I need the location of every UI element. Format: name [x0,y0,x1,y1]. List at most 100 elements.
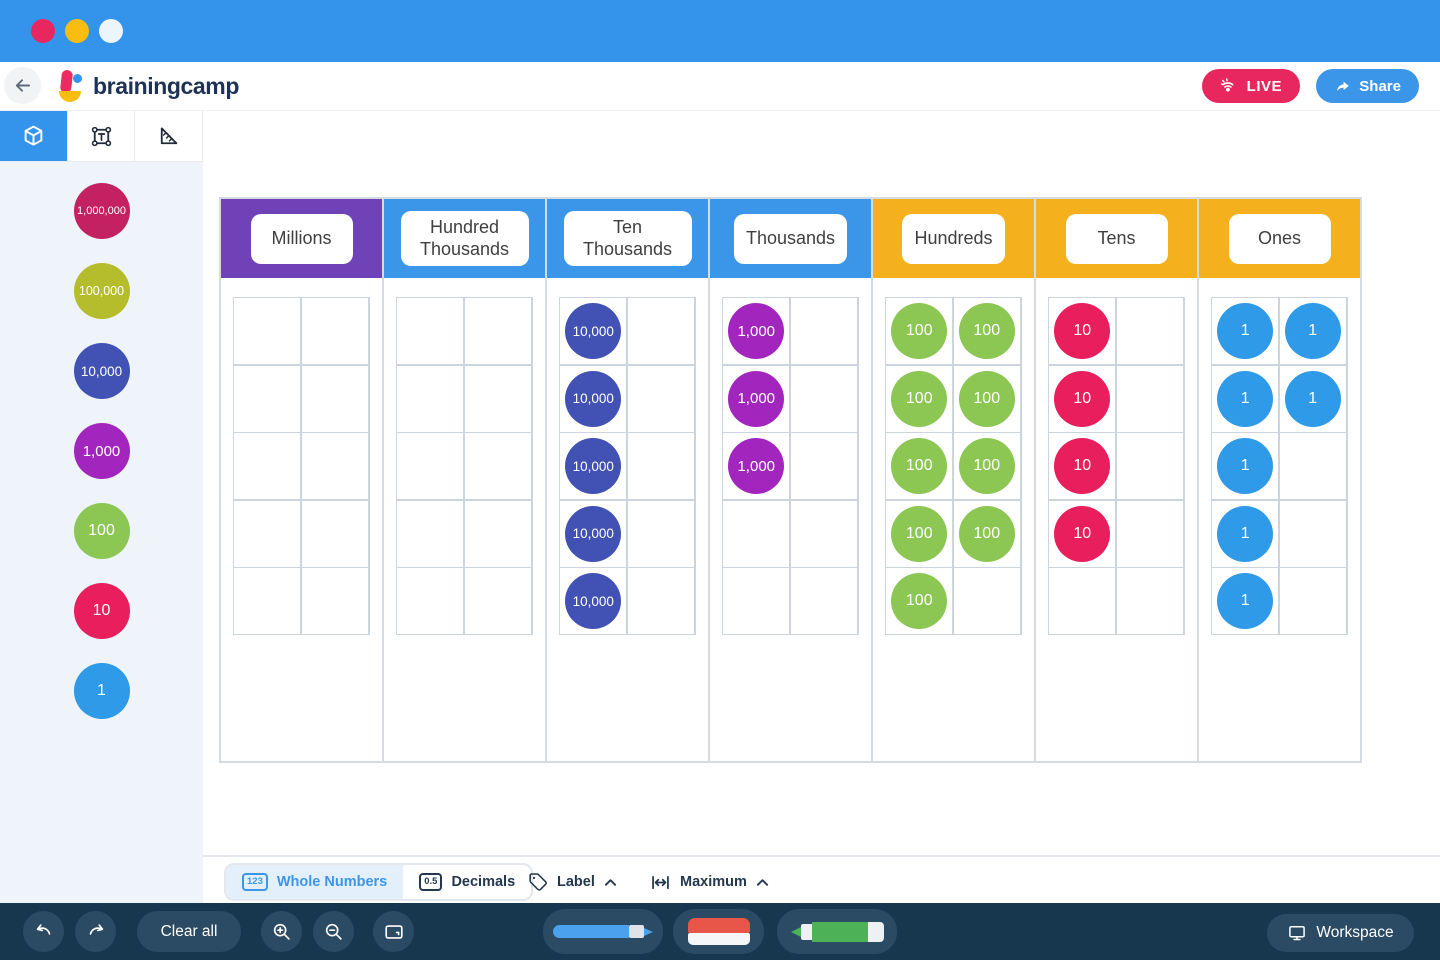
palette-disc-100[interactable]: 100 [73,503,130,559]
workspace-button[interactable]: Workspace [1267,914,1414,952]
place-value-cell[interactable] [1049,568,1116,634]
place-value-cell[interactable] [1116,568,1183,634]
disc-100[interactable]: 100 [958,370,1015,427]
place-value-cell[interactable]: 1 [1279,365,1346,432]
tab-text-tool[interactable] [67,111,136,161]
place-value-cell[interactable]: 10 [1049,433,1116,499]
traffic-light-close[interactable] [31,19,55,43]
disc-1000[interactable]: 1,000 [728,370,785,427]
place-value-cell[interactable]: 10,000 [560,298,627,364]
place-value-cell[interactable]: 10 [1049,500,1116,567]
palette-disc-10[interactable]: 10 [73,583,130,639]
place-value-cell[interactable] [1116,433,1183,499]
place-value-cell[interactable]: 100 [886,568,953,634]
place-value-cell[interactable]: 1,000 [723,298,790,364]
disc-1000[interactable]: 1,000 [728,303,785,359]
place-value-cell[interactable] [234,568,301,634]
place-value-cell[interactable] [397,298,464,364]
disc-1[interactable]: 1 [1284,370,1341,427]
place-value-cell[interactable] [397,500,464,567]
place-value-cell[interactable] [464,568,531,634]
place-value-cell[interactable]: 1 [1279,298,1346,364]
place-value-cell[interactable]: 1 [1212,365,1279,432]
disc-10[interactable]: 10 [1054,370,1111,427]
tab-discs-tool[interactable] [0,111,68,161]
place-value-cell[interactable] [627,568,694,634]
place-value-cell[interactable] [464,365,531,432]
disc-100[interactable]: 100 [958,303,1015,359]
disc-100[interactable]: 100 [891,438,948,494]
place-value-cell[interactable] [301,433,368,499]
redo-button[interactable] [75,911,116,952]
place-value-cell[interactable] [234,433,301,499]
disc-10[interactable]: 10 [1054,438,1111,494]
place-value-cell[interactable] [1279,568,1346,634]
label-dropdown[interactable]: Label [528,863,617,901]
place-value-cell[interactable]: 10,000 [560,365,627,432]
place-value-cell[interactable] [790,568,857,634]
live-button[interactable]: LIVE [1201,69,1300,103]
place-value-cell[interactable]: 10,000 [560,568,627,634]
disc-10000[interactable]: 10,000 [565,573,622,629]
place-value-cell[interactable]: 1 [1212,298,1279,364]
place-value-cell[interactable] [397,365,464,432]
tab-ruler-tool[interactable] [135,111,204,161]
place-value-cell[interactable] [790,365,857,432]
green-marker-tool[interactable] [777,909,897,954]
place-value-cell[interactable] [1116,365,1183,432]
place-value-cell[interactable] [627,433,694,499]
place-value-cell[interactable] [234,298,301,364]
disc-1[interactable]: 1 [1217,505,1274,562]
place-value-cell[interactable] [301,568,368,634]
place-value-cell[interactable] [1116,298,1183,364]
place-value-cell[interactable] [627,365,694,432]
place-value-cell[interactable]: 10,000 [560,500,627,567]
place-value-cell[interactable]: 10,000 [560,433,627,499]
zoom-in-button[interactable] [261,911,302,952]
palette-disc-100000[interactable]: 100,000 [73,263,130,319]
palette-disc-1000000[interactable]: 1,000,000 [73,183,130,239]
disc-100[interactable]: 100 [958,505,1015,562]
place-value-cell[interactable] [234,500,301,567]
place-value-cell[interactable] [464,433,531,499]
place-value-cell[interactable] [790,433,857,499]
place-value-cell[interactable]: 10 [1049,298,1116,364]
disc-10000[interactable]: 10,000 [565,303,622,359]
place-value-cell[interactable] [790,500,857,567]
place-value-cell[interactable]: 100 [886,365,953,432]
disc-1[interactable]: 1 [1217,303,1274,359]
eraser-tool[interactable] [673,909,764,954]
place-value-cell[interactable]: 1 [1212,500,1279,567]
place-value-cell[interactable]: 10 [1049,365,1116,432]
disc-10[interactable]: 10 [1054,505,1111,562]
back-button[interactable] [4,67,41,104]
place-value-cell[interactable] [790,298,857,364]
place-value-cell[interactable] [1279,500,1346,567]
place-value-cell[interactable] [723,568,790,634]
traffic-light-maximize[interactable] [99,19,123,43]
place-value-cell[interactable] [953,568,1020,634]
place-value-cell[interactable] [723,500,790,567]
maximum-dropdown[interactable]: Maximum [650,863,769,901]
disc-10000[interactable]: 10,000 [565,370,622,427]
fit-screen-button[interactable] [373,911,414,952]
disc-10000[interactable]: 10,000 [565,438,622,494]
place-value-cell[interactable] [301,365,368,432]
place-value-cell[interactable]: 1,000 [723,365,790,432]
disc-100[interactable]: 100 [891,303,948,359]
place-value-cell[interactable]: 100 [953,500,1020,567]
undo-button[interactable] [23,911,64,952]
place-value-cell[interactable] [301,500,368,567]
disc-100[interactable]: 100 [891,573,948,629]
place-value-cell[interactable] [397,568,464,634]
place-value-cell[interactable] [234,365,301,432]
place-value-cell[interactable]: 100 [886,500,953,567]
disc-1[interactable]: 1 [1217,573,1274,629]
place-value-cell[interactable] [464,500,531,567]
place-value-cell[interactable]: 1 [1212,568,1279,634]
traffic-light-minimize[interactable] [65,19,89,43]
place-value-cell[interactable] [464,298,531,364]
zoom-out-button[interactable] [313,911,354,952]
mode-decimals[interactable]: 0.5 Decimals [403,865,532,899]
disc-10[interactable]: 10 [1054,303,1111,359]
